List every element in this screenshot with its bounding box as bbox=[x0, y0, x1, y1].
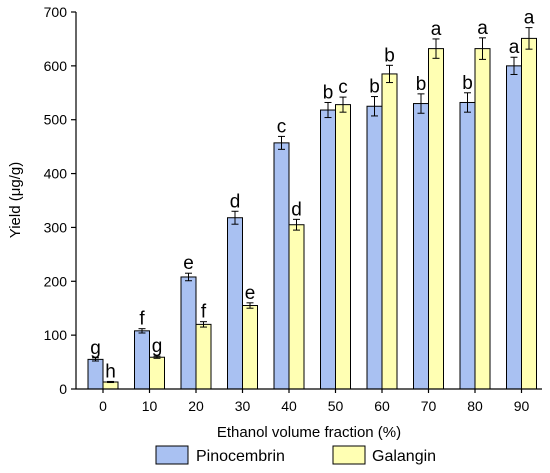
significance-label: a bbox=[509, 37, 520, 58]
x-tick-label: 50 bbox=[328, 398, 344, 414]
bar-galangin bbox=[335, 104, 351, 390]
bar-galangin bbox=[195, 323, 212, 390]
significance-label: g bbox=[152, 336, 163, 357]
bar-galangin bbox=[102, 381, 119, 390]
x-tick-label: 40 bbox=[281, 398, 297, 414]
y-tick-label: 300 bbox=[44, 219, 68, 235]
bar-pinocembrin bbox=[413, 103, 429, 390]
y-tick-label: 200 bbox=[44, 273, 68, 289]
x-tick-label: 0 bbox=[99, 398, 107, 414]
significance-label: a bbox=[524, 8, 535, 29]
legend-swatch-pinocembrin bbox=[155, 445, 189, 465]
x-tick-label: 60 bbox=[374, 398, 390, 414]
bar-pinocembrin bbox=[273, 142, 290, 390]
bar-galangin bbox=[381, 73, 398, 390]
y-axis-title: Yield (μg/g) bbox=[7, 162, 24, 238]
significance-label: f bbox=[201, 302, 207, 323]
y-tick-label: 100 bbox=[44, 327, 68, 343]
legend: Pinocembrin Galangin bbox=[155, 445, 436, 465]
bar-galangin bbox=[428, 48, 444, 390]
significance-label: f bbox=[139, 309, 145, 330]
x-tick-label: 30 bbox=[235, 398, 251, 414]
y-tick-label: 700 bbox=[44, 4, 68, 20]
bar-pinocembrin bbox=[87, 358, 104, 390]
significance-label: a bbox=[477, 18, 488, 39]
x-tick-label: 70 bbox=[421, 398, 437, 414]
y-tick-label: 400 bbox=[44, 166, 68, 182]
bar-pinocembrin bbox=[134, 330, 150, 390]
significance-label: b bbox=[462, 73, 473, 94]
x-tick-label: 10 bbox=[142, 398, 158, 414]
x-tick-label: 90 bbox=[514, 398, 530, 414]
bar-galangin bbox=[521, 37, 537, 390]
significance-label: e bbox=[183, 253, 194, 274]
significance-label: a bbox=[431, 19, 442, 40]
significance-label: d bbox=[230, 191, 241, 212]
legend-swatch-galangin bbox=[332, 445, 366, 465]
bar-pinocembrin bbox=[180, 276, 197, 390]
bar-pinocembrin bbox=[320, 109, 336, 390]
y-tick-label: 0 bbox=[59, 381, 67, 397]
bar-pinocembrin bbox=[459, 101, 476, 390]
significance-label: b bbox=[416, 74, 427, 95]
x-tick-label: 80 bbox=[467, 398, 483, 414]
bar-pinocembrin bbox=[506, 65, 522, 390]
bar-pinocembrin bbox=[366, 105, 383, 390]
significance-label: d bbox=[291, 199, 302, 220]
legend-label-pinocembrin: Pinocembrin bbox=[196, 448, 285, 465]
bar-galangin bbox=[149, 356, 165, 390]
significance-label: c bbox=[338, 77, 348, 98]
significance-label: b bbox=[369, 77, 380, 98]
significance-label: b bbox=[323, 82, 334, 103]
bar-galangin bbox=[474, 48, 491, 390]
legend-label-galangin: Galangin bbox=[372, 448, 436, 465]
significance-label: e bbox=[245, 283, 256, 304]
significance-label: b bbox=[384, 45, 395, 66]
y-tick-label: 600 bbox=[44, 58, 68, 74]
bar-galangin bbox=[242, 305, 258, 390]
axes bbox=[75, 12, 542, 390]
significance-label: h bbox=[105, 361, 116, 382]
x-tick-label: 20 bbox=[188, 398, 204, 414]
y-tick-label: 500 bbox=[44, 112, 68, 128]
bar-galangin bbox=[288, 224, 305, 390]
ticks: 0 100 200 300 400 500 600 700 0 10 20 30 40 50 60 70 80 9… bbox=[44, 4, 530, 414]
significance-label: c bbox=[277, 116, 287, 137]
bar-pinocembrin bbox=[227, 217, 243, 390]
x-axis-title: Ethanol volume fraction (%) bbox=[217, 424, 401, 441]
significance-label: g bbox=[90, 338, 101, 359]
